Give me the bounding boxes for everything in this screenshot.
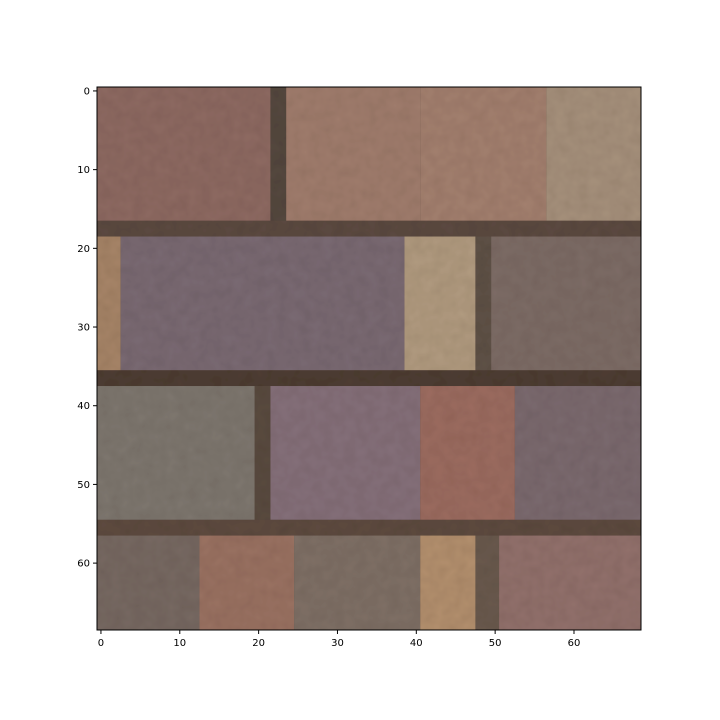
image-region-8 <box>404 236 476 371</box>
image-region-2 <box>286 87 421 221</box>
image-region-11 <box>97 370 641 387</box>
y-tick-label: 40 <box>77 401 90 412</box>
x-tick-label: 0 <box>98 638 104 649</box>
x-tick-label: 20 <box>252 638 265 649</box>
image-region-12 <box>97 386 255 520</box>
image-region-13 <box>254 386 271 520</box>
image-region-10 <box>491 236 641 371</box>
image-region-19 <box>199 535 295 630</box>
image-region-0 <box>97 87 271 221</box>
image-region-3 <box>420 87 547 221</box>
image-region-4 <box>546 87 641 221</box>
image-region-1 <box>270 87 287 221</box>
y-tick-label: 60 <box>77 559 90 570</box>
y-axis: 0 10 20 30 40 50 60 <box>77 86 97 570</box>
image-region-7 <box>120 236 405 371</box>
y-tick-label: 10 <box>77 165 90 176</box>
image-region-18 <box>97 535 200 630</box>
x-tick-label: 50 <box>489 638 502 649</box>
image-region-22 <box>475 535 500 630</box>
x-tick-label: 10 <box>173 638 186 649</box>
image-region-21 <box>420 535 476 630</box>
image-region-9 <box>475 236 492 371</box>
image-region-17 <box>97 519 641 536</box>
heatmap-image <box>97 87 641 630</box>
x-tick-label: 30 <box>331 638 344 649</box>
y-tick-label: 30 <box>77 323 90 334</box>
image-region-15 <box>420 386 515 520</box>
image-region-23 <box>499 535 641 630</box>
y-tick-label: 0 <box>84 86 90 97</box>
y-tick-label: 20 <box>77 244 90 255</box>
y-tick-label: 50 <box>77 480 90 491</box>
x-tick-label: 60 <box>568 638 581 649</box>
x-axis: 0 10 20 30 40 50 60 <box>98 630 581 649</box>
image-region-20 <box>294 535 421 630</box>
x-tick-label: 40 <box>410 638 423 649</box>
image-region-16 <box>514 386 641 520</box>
plot-frame <box>96 86 642 631</box>
image-region-14 <box>270 386 421 520</box>
image-region-5 <box>97 220 641 237</box>
image-region-6 <box>97 236 121 371</box>
